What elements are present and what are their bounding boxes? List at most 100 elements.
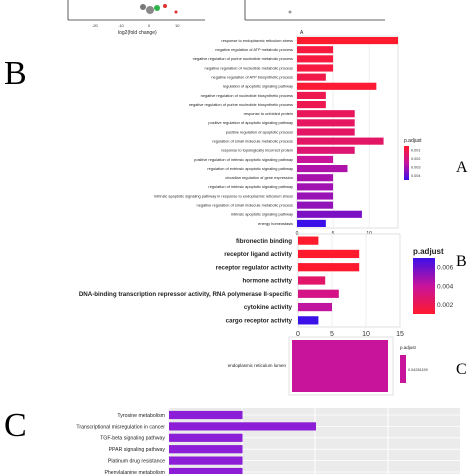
category-label: endoplasmic reticulum lumen <box>228 363 287 368</box>
bar <box>297 119 355 127</box>
bar <box>298 302 332 312</box>
volcano-point <box>140 4 146 10</box>
legend-tick-label: 0.006 <box>437 265 454 272</box>
bp-enrichment-chart: 0510response to endoplasmic reticulum st… <box>154 35 422 237</box>
side-letter-c: C <box>456 361 467 378</box>
legend-tick-label: 0.002 <box>437 302 454 309</box>
bar <box>297 165 348 173</box>
category-label: PPAR signaling pathway <box>109 447 166 453</box>
category-label: regulation of intrinsic apoptotic signal… <box>208 184 293 189</box>
side-letter-b: B <box>456 253 467 270</box>
legend-colorbar <box>404 146 409 180</box>
panel-letter-b: B <box>4 55 27 92</box>
category-label: TGF-beta signaling pathway <box>100 436 165 442</box>
category-label: positive regulation of apoptotic process <box>226 129 293 134</box>
bar <box>297 73 326 81</box>
category-label: negative regulation of nucleotide metabo… <box>205 65 294 70</box>
legend-tick-label: 0.003 <box>411 166 421 170</box>
bar <box>298 316 319 325</box>
bar <box>297 91 326 99</box>
top-strip: -20 -10 0 10 log2(fold change) A <box>67 0 385 36</box>
bar <box>297 210 362 218</box>
category-label: DNA-binding transcription repressor acti… <box>79 291 293 298</box>
bar <box>298 236 319 245</box>
x-tick-label: 5 <box>330 331 334 338</box>
bar <box>298 263 360 272</box>
category-label: positive regulation of intrinsic apoptot… <box>194 157 293 162</box>
legend-colorbar <box>400 355 406 383</box>
category-label: negative regulation of nucleotide biosyn… <box>201 93 293 98</box>
category-label: negative regulation of ATP biosynthetic … <box>211 75 293 80</box>
bar <box>169 422 316 431</box>
x-tick-label: 10 <box>362 331 370 338</box>
mf-enrichment-chart: 0 5 10 15 fibronectin binding receptor ligand… <box>79 233 454 338</box>
bar <box>297 137 384 145</box>
category-label: regulation of small molecule metabolic p… <box>212 139 293 144</box>
category-label: intrinsic apoptotic signaling pathway <box>231 212 293 217</box>
top-xlabel: log2(fold change) <box>118 30 157 36</box>
bar <box>297 46 334 54</box>
legend-tick-label: 0.004 <box>411 174 421 178</box>
bar <box>297 101 326 109</box>
category-label: intrinsic apoptotic signaling pathway in… <box>154 193 293 198</box>
category-label: negative regulation of small molecule me… <box>197 203 294 208</box>
category-label: regulation of extrinsic apoptotic signal… <box>207 166 293 171</box>
category-label: Phenylalanine metabolism <box>104 470 165 474</box>
volcano-point <box>163 4 167 8</box>
x-tick-label: 0 <box>296 231 299 237</box>
category-label: response to endoplasmic reticulum stress <box>221 38 293 43</box>
bar <box>169 456 243 465</box>
category-label: energy homeostasis <box>258 221 293 226</box>
category-label: fibronectin binding <box>236 238 292 245</box>
legend-title: p.adjust <box>400 345 417 350</box>
bar <box>169 433 243 442</box>
bar <box>297 64 334 72</box>
category-label: Tyrosine metabolism <box>117 413 165 419</box>
top-tick: -20 <box>92 23 99 28</box>
bar <box>297 110 355 118</box>
bar <box>297 37 398 45</box>
top-tick: 0 <box>148 23 151 28</box>
category-label: Platinum drug resistance <box>108 459 165 465</box>
category-label: cytokine activity <box>244 304 293 311</box>
category-label: receptor regulator activity <box>216 264 293 271</box>
bar <box>169 445 243 454</box>
top-right-xlabel: A <box>300 30 304 36</box>
bar <box>298 276 326 285</box>
bar <box>292 340 388 392</box>
x-tick-label: 0 <box>296 331 300 338</box>
category-label: negative regulation of purine nucleotide… <box>189 102 293 107</box>
legend-title: p.adjust <box>413 247 444 256</box>
bar <box>297 219 326 227</box>
bar <box>298 249 360 259</box>
category-label: response to topologically incorrect prot… <box>221 148 293 153</box>
x-tick-label: 15 <box>396 331 404 338</box>
bar <box>169 410 243 420</box>
category-label: positive regulation of apoptotic signali… <box>208 120 293 125</box>
legend-tick-label: 0.004 <box>437 283 454 290</box>
top-tick: 10 <box>175 23 180 28</box>
top-tick: -10 <box>118 23 125 28</box>
bar <box>297 128 355 136</box>
category-label: circadian regulation of gene expression <box>225 175 293 180</box>
category-label: receptor ligand activity <box>224 251 292 258</box>
legend-tick-label: 0.04281159 <box>408 368 428 372</box>
bar <box>169 467 243 474</box>
bar <box>297 155 334 163</box>
legend-colorbar <box>413 258 435 314</box>
category-label: negative regulation of purine nucleotide… <box>193 56 293 61</box>
category-label: negative regulation of ATP metabolic pro… <box>215 47 293 52</box>
bar <box>297 201 334 209</box>
panel-letter-c: C <box>4 407 27 444</box>
bar <box>297 183 334 191</box>
category-label: response to unfolded protein <box>244 111 293 116</box>
volcano-point <box>174 10 178 14</box>
category-label: regulation of apoptotic signaling pathwa… <box>223 84 293 89</box>
bar <box>297 55 334 63</box>
volcano-point <box>154 5 160 11</box>
bar <box>297 82 377 90</box>
bar <box>298 289 339 298</box>
legend-title: p.adjust <box>404 138 422 144</box>
side-letter-a: A <box>456 159 468 176</box>
